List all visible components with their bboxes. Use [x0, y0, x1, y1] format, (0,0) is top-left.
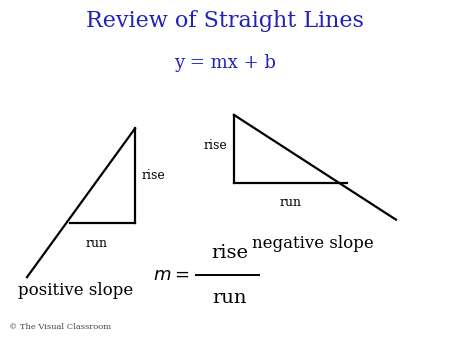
Text: rise: rise	[211, 244, 248, 262]
Text: y = mx + b: y = mx + b	[174, 54, 276, 72]
Text: Review of Straight Lines: Review of Straight Lines	[86, 10, 364, 32]
Text: © The Visual Classroom: © The Visual Classroom	[9, 323, 111, 331]
Text: rise: rise	[203, 139, 227, 152]
Text: negative slope: negative slope	[252, 235, 374, 252]
Text: $m=$: $m=$	[153, 266, 189, 285]
Text: run: run	[279, 196, 301, 209]
Text: rise: rise	[142, 169, 166, 182]
Text: positive slope: positive slope	[18, 282, 133, 299]
Text: run: run	[86, 237, 108, 249]
Text: run: run	[212, 289, 247, 307]
